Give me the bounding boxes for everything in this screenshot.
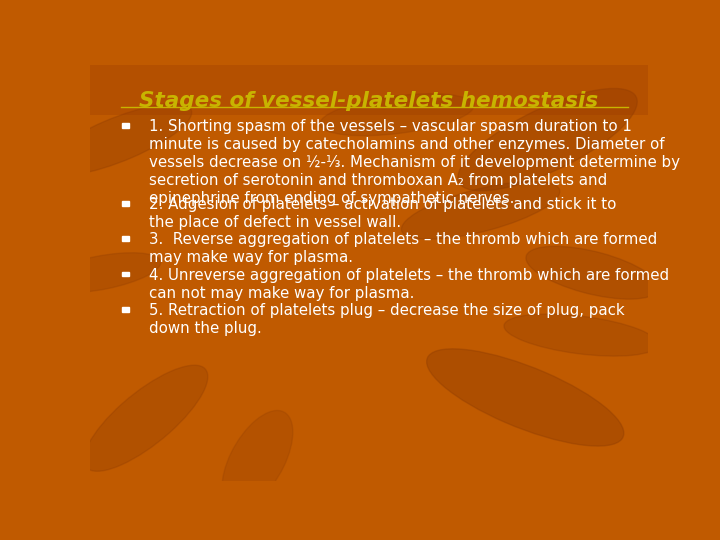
Ellipse shape: [504, 314, 658, 356]
Ellipse shape: [320, 93, 474, 136]
Ellipse shape: [401, 181, 560, 239]
Text: 3.  Reverse aggregation of platelets – the thromb which are formed
may make way : 3. Reverse aggregation of platelets – th…: [148, 232, 657, 265]
Text: 1. Shorting spasm of the vessels – vascular spasm duration to 1
minute is caused: 1. Shorting spasm of the vessels – vascu…: [148, 119, 680, 206]
Ellipse shape: [427, 349, 624, 446]
Text: Stages of vessel-platelets hemostasis: Stages of vessel-platelets hemostasis: [140, 91, 598, 111]
Bar: [122, 237, 128, 241]
Bar: [90, 65, 648, 114]
Text: 5. Retraction of platelets plug – decrease the size of plug, pack
down the plug.: 5. Retraction of platelets plug – decrea…: [148, 302, 624, 336]
Bar: [122, 272, 128, 276]
Bar: [122, 123, 128, 128]
Bar: [122, 201, 128, 206]
Ellipse shape: [42, 253, 161, 293]
Text: 4. Unreverse aggregation of platelets – the thromb which are formed
can not may : 4. Unreverse aggregation of platelets – …: [148, 267, 669, 300]
Ellipse shape: [44, 104, 192, 176]
Bar: [122, 307, 128, 312]
Ellipse shape: [526, 246, 658, 299]
Ellipse shape: [222, 410, 293, 509]
Ellipse shape: [458, 89, 637, 191]
Text: 2. Adgesion of platelets – activation of platelets and stick it to
the place of : 2. Adgesion of platelets – activation of…: [148, 197, 616, 230]
Ellipse shape: [84, 365, 208, 471]
